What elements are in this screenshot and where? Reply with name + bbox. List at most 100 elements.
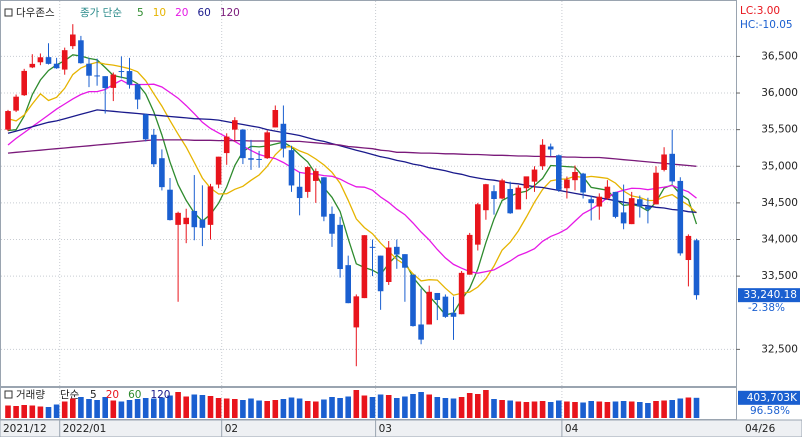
candle-body (13, 96, 19, 111)
candle-body (385, 247, 392, 282)
candle-body (37, 57, 44, 63)
x-tick-label: 04/26 (745, 423, 776, 435)
candle-body (240, 129, 246, 159)
candle-body (458, 272, 465, 315)
volume-bar (102, 397, 108, 418)
volume-bar (499, 400, 505, 418)
volume-bar (280, 399, 287, 418)
x-tick-label: 2022/01 (63, 423, 107, 435)
candle-body (215, 156, 222, 185)
candle-body (442, 296, 449, 317)
candle-body (280, 123, 287, 149)
candle-body (564, 179, 570, 189)
candle-body (78, 40, 84, 64)
volume-bar (94, 400, 100, 418)
volume-bar (572, 402, 578, 418)
y-tick-label: 36,000 (761, 87, 798, 99)
chart-title: 다우존스 (16, 7, 55, 19)
last-price-label: 33,240.18 (744, 289, 797, 301)
legend-entry: 60 (197, 7, 210, 19)
candle-body (466, 234, 473, 275)
y-tick-label: 35,500 (761, 124, 798, 136)
price-panel-frame (0, 0, 737, 387)
candle-body (21, 70, 27, 96)
candle-body (183, 217, 189, 225)
volume-bar (515, 401, 522, 418)
legend-entry: 10 (153, 7, 166, 19)
volume-bar (248, 398, 254, 418)
candle-body (539, 144, 546, 167)
candle-body (70, 34, 76, 47)
volume-bar (45, 407, 52, 418)
candle-body (29, 63, 36, 68)
hc-label: HC:-10.05 (740, 19, 793, 31)
candle-body (175, 212, 181, 225)
volume-legend-entry: 120 (150, 389, 170, 401)
candle-body (402, 254, 408, 268)
candle-body (491, 191, 497, 200)
volume-bar (337, 398, 343, 418)
volume-bar (410, 394, 416, 418)
volume-bar (564, 401, 570, 418)
volume-bar (215, 398, 222, 418)
candle-body (159, 158, 165, 188)
x-tick-label: 04 (565, 423, 579, 435)
legend-entry: 120 (220, 7, 240, 19)
candle-body (507, 188, 513, 214)
legend-icon (4, 8, 13, 17)
volume-legend-entry: 60 (128, 389, 141, 401)
volume-legend-entry: 20 (106, 389, 119, 401)
y-tick-label: 34,500 (761, 197, 798, 209)
volume-bar (296, 398, 303, 418)
candle-body (410, 274, 416, 327)
date-axis (0, 419, 802, 437)
volume-bar (167, 395, 173, 418)
volume-bar (418, 392, 424, 418)
candle-body (515, 187, 522, 210)
volume-bar (142, 398, 149, 418)
volume-title: 거래량 (16, 389, 45, 401)
volume-bar (523, 402, 530, 418)
candle-body (556, 155, 562, 190)
candle-body (313, 171, 319, 181)
candle-body (693, 240, 700, 296)
legend-entry: 20 (175, 7, 188, 19)
volume-bar (37, 406, 44, 418)
volume-bar (256, 400, 262, 418)
candle-body (207, 186, 214, 225)
candle-body (288, 150, 295, 186)
candle-body (142, 114, 149, 140)
candle-body (475, 204, 481, 245)
volume-bar (86, 399, 92, 418)
volume-bar (612, 401, 619, 418)
volume-bar (134, 399, 141, 418)
candle-body (5, 111, 11, 130)
volume-bar (402, 396, 408, 418)
volume-bar (620, 401, 627, 418)
candle-body (264, 132, 270, 159)
candle-body (572, 171, 578, 181)
volume-bar (361, 395, 368, 418)
volume-bar (693, 397, 700, 418)
volume-bar (183, 396, 189, 418)
candle-body (653, 172, 659, 205)
y-tick-label: 36,500 (761, 50, 798, 62)
candle-body (596, 196, 603, 207)
candle-body (232, 120, 238, 130)
candle-body (523, 176, 530, 189)
volume-bar (191, 394, 198, 418)
y-tick-label: 33,500 (761, 270, 798, 282)
candle-body (256, 158, 262, 160)
candle-body (337, 224, 343, 270)
candle-body (677, 180, 684, 254)
candle-body (272, 110, 279, 128)
lc-label: LC:3.00 (740, 5, 780, 17)
candle-body (588, 199, 594, 204)
volume-value-box (738, 390, 800, 405)
volume-bar (645, 403, 651, 418)
x-tick-label: 02 (225, 423, 238, 435)
volume-bar (21, 405, 27, 418)
candle-body (369, 246, 376, 248)
volume-bar (118, 401, 125, 418)
last-price-box (738, 288, 800, 303)
